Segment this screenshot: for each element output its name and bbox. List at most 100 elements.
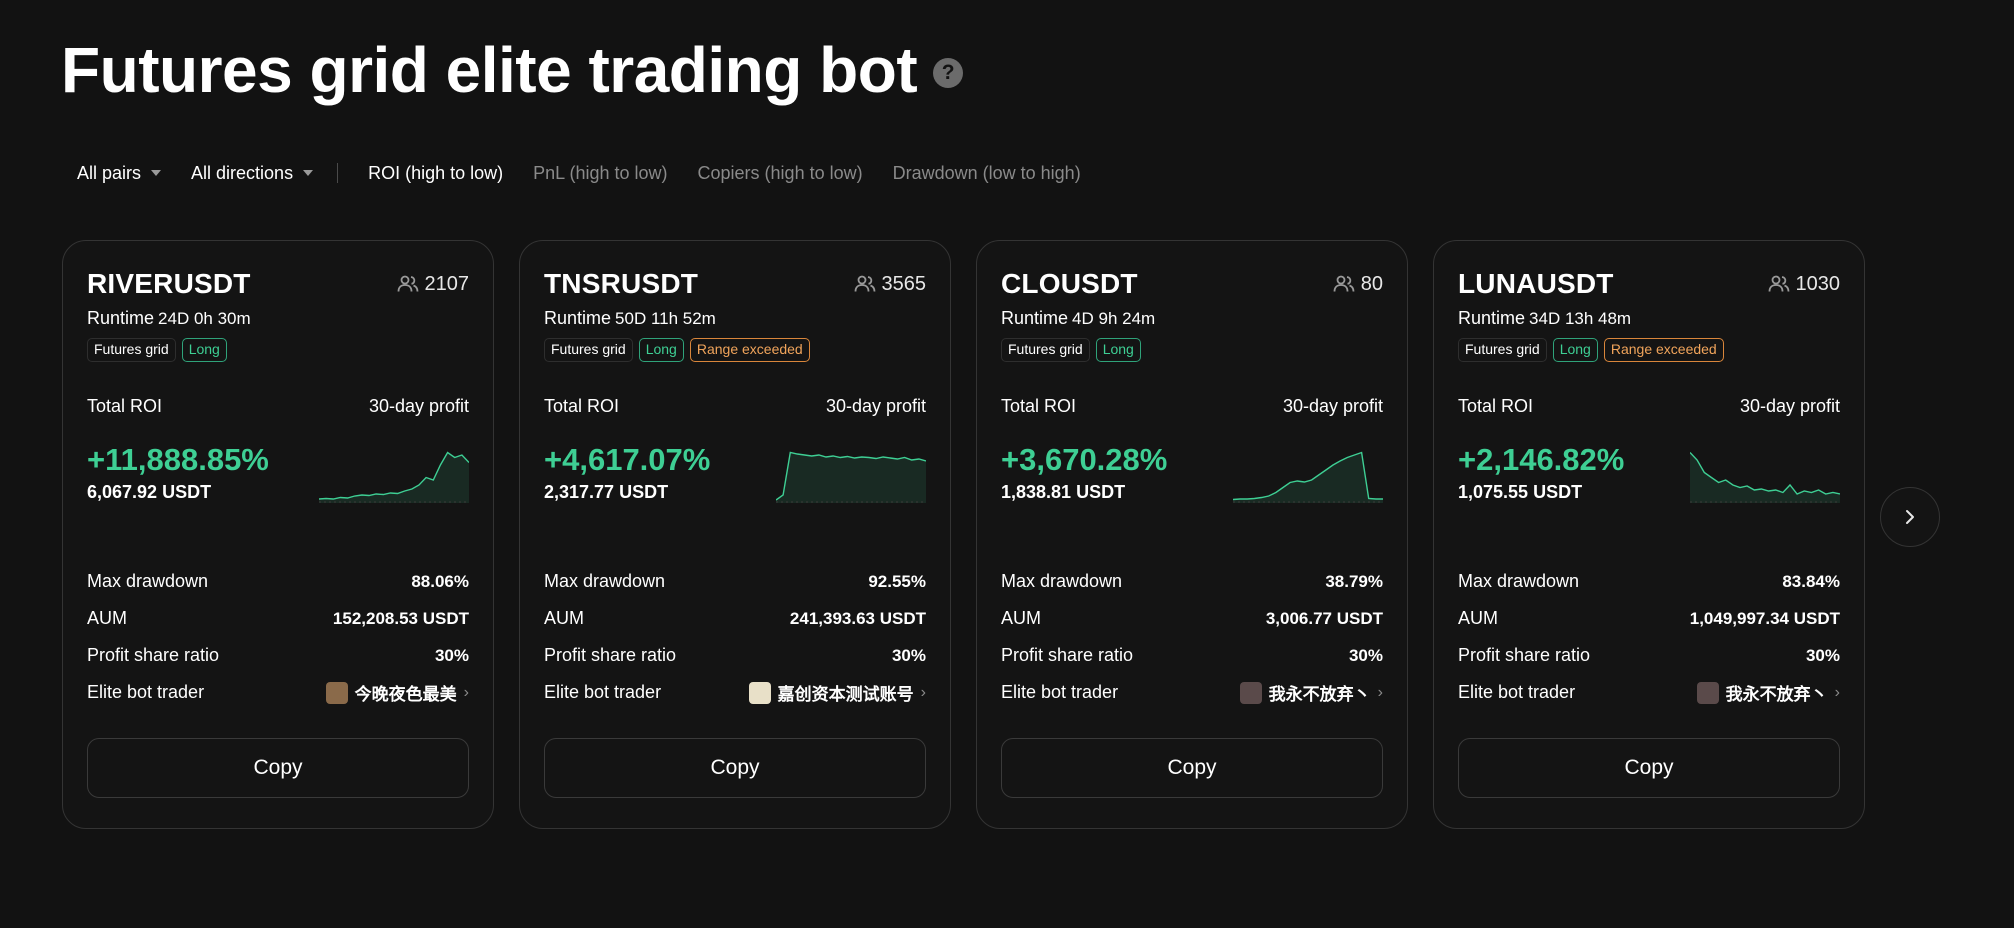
tag-long: Long (1095, 338, 1141, 362)
users-icon (1768, 275, 1789, 292)
stat-aum: AUM 152,208.53 USDT (87, 600, 469, 637)
pair-name: TNSRUSDT (544, 268, 699, 299)
trader-label: Elite bot trader (1458, 682, 1576, 702)
profit-30d-label: 30-day profit (1739, 396, 1840, 416)
runtime: Runtime 24D 0h 30m (87, 307, 469, 330)
pairs-dropdown[interactable]: All pairs (77, 162, 162, 184)
profit-share-value: 30% (891, 645, 926, 665)
tag-range: Range exceeded (689, 338, 810, 362)
trader-label: Elite bot trader (544, 682, 662, 702)
filter-bar: All pairs All directions ROI (high to lo… (77, 158, 1111, 188)
profit-share-label: Profit share ratio (1001, 645, 1134, 665)
trader-link[interactable]: 我永不放弃丶 › (1696, 680, 1840, 705)
copiers-number: 80 (1360, 272, 1383, 295)
stat-trader: Elite bot trader 我永不放弃丶 › (1001, 674, 1383, 711)
max-drawdown-label: Max drawdown (1001, 571, 1123, 591)
copiers-count: 2107 (397, 273, 469, 296)
chevron-right-icon: › (920, 683, 926, 701)
max-drawdown-value: 88.06% (411, 571, 469, 591)
users-icon (854, 275, 875, 292)
chevron-right-icon: › (1377, 683, 1383, 701)
profit-share-label: Profit share ratio (1458, 645, 1591, 665)
filter-divider (337, 163, 339, 183)
sort-copiers[interactable]: Copiers (high to low) (697, 162, 863, 183)
profit-share-value: 30% (1348, 645, 1383, 665)
total-roi-label: Total ROI (1458, 396, 1534, 416)
tag-list: Futures grid Long (1001, 338, 1383, 362)
trader-link[interactable]: 嘉创资本测试账号 › (748, 680, 926, 705)
stat-trader: Elite bot trader 我永不放弃丶 › (1458, 674, 1840, 711)
runtime: Runtime 34D 13h 48m (1458, 307, 1840, 330)
stat-aum: AUM 3,006.77 USDT (1001, 600, 1383, 637)
sparkline-line (776, 451, 926, 501)
profit-30d-label: 30-day profit (825, 396, 926, 416)
sort-drawdown[interactable]: Drawdown (low to high) (892, 162, 1081, 183)
profit-sparkline (1233, 451, 1383, 503)
tag-type: Futures grid (1001, 338, 1090, 362)
profit-share-value: 30% (434, 645, 469, 665)
runtime-value: 24D 0h 30m (158, 309, 251, 328)
copiers-count: 3565 (854, 273, 926, 296)
avatar (748, 681, 771, 704)
profit-sparkline (1690, 452, 1840, 503)
sparkline-area (1233, 452, 1383, 503)
chevron-right-icon: › (1834, 683, 1840, 701)
sort-roi[interactable]: ROI (high to low) (368, 162, 504, 183)
pair-name: LUNAUSDT (1458, 268, 1614, 299)
bot-card[interactable]: TNSRUSDT 3565 Runtime 50D 11h 52m Futures… (519, 240, 951, 829)
copy-button[interactable]: Copy (1001, 738, 1383, 798)
stat-max-drawdown: Max drawdown 88.06% (87, 563, 469, 600)
trader-link[interactable]: 我永不放弃丶 › (1239, 680, 1383, 705)
copy-button[interactable]: Copy (544, 738, 926, 798)
max-drawdown-label: Max drawdown (1458, 571, 1580, 591)
pair-name: RIVERUSDT (87, 268, 251, 299)
profit-share-value: 30% (1805, 645, 1840, 665)
copiers-number: 1030 (1795, 272, 1841, 295)
directions-dropdown-label: All directions (191, 162, 294, 183)
pair-name: CLOUSDT (1001, 268, 1138, 299)
max-drawdown-value: 83.84% (1782, 571, 1840, 591)
runtime-value: 34D 13h 48m (1529, 309, 1632, 328)
tag-type: Futures grid (87, 338, 176, 362)
stat-profit-share: Profit share ratio 30% (1001, 637, 1383, 674)
bot-card[interactable]: LUNAUSDT 1030 Runtime 34D 13h 48m Futures… (1433, 240, 1865, 829)
stat-aum: AUM 241,393.63 USDT (544, 600, 926, 637)
trader-name: 今晚夜色最美 (354, 685, 457, 704)
users-icon (397, 275, 418, 292)
bot-card-list: RIVERUSDT 2107 Runtime 24D 0h 30m Futures… (62, 240, 1865, 829)
next-page-button[interactable] (1880, 487, 1940, 547)
copiers-count: 1030 (1768, 272, 1841, 296)
sparkline-line (1690, 452, 1840, 495)
aum-value: 241,393.63 USDT (789, 608, 926, 628)
bot-card[interactable]: CLOUSDT 80 Runtime 4D 9h 24m Futures grid… (976, 240, 1408, 829)
total-roi-label: Total ROI (544, 396, 620, 416)
stat-profit-share: Profit share ratio 30% (1458, 637, 1840, 674)
trader-name: 我永不放弃丶 (1725, 685, 1828, 704)
trader-link[interactable]: 今晚夜色最美 › (325, 680, 469, 705)
avatar (325, 681, 348, 704)
aum-label: AUM (87, 608, 127, 628)
pairs-dropdown-label: All pairs (77, 162, 142, 183)
tag-type: Futures grid (1458, 338, 1547, 362)
max-drawdown-label: Max drawdown (544, 571, 666, 591)
sparkline-area (776, 452, 926, 503)
total-roi-usdt: 1,075.55 USDT (1458, 482, 1583, 502)
trader-label: Elite bot trader (1001, 682, 1119, 702)
avatar (1696, 681, 1719, 704)
sort-pnl[interactable]: PnL (high to low) (533, 162, 668, 183)
total-roi-usdt: 2,317.77 USDT (544, 482, 669, 502)
aum-label: AUM (544, 608, 584, 628)
trader-label: Elite bot trader (87, 682, 205, 702)
runtime-label: Runtime (544, 308, 612, 328)
page-title: Futures grid elite trading bot (61, 34, 918, 106)
total-roi-label: Total ROI (87, 396, 163, 416)
profit-30d-label: 30-day profit (1282, 396, 1383, 416)
bot-card[interactable]: RIVERUSDT 2107 Runtime 24D 0h 30m Futures… (62, 240, 494, 829)
directions-dropdown[interactable]: All directions (191, 162, 314, 184)
profit-sparkline (776, 451, 926, 503)
copy-button[interactable]: Copy (87, 738, 469, 798)
tag-list: Futures grid Long (87, 338, 469, 362)
question-circle-icon[interactable]: ? (933, 58, 964, 88)
copy-button[interactable]: Copy (1458, 738, 1840, 798)
